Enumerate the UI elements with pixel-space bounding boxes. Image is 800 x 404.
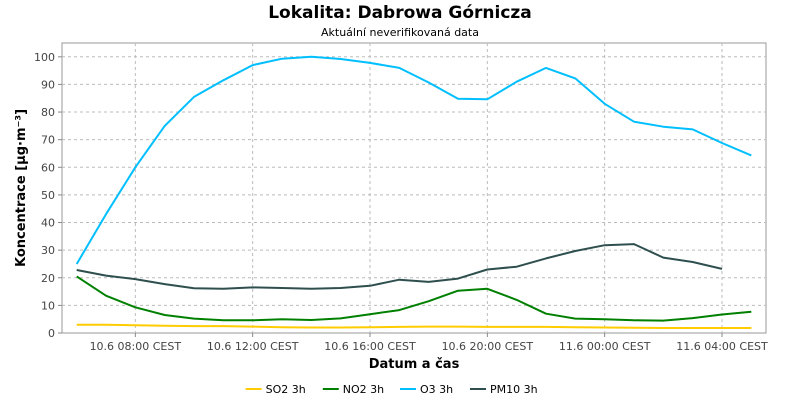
y-tick-label: 80 — [41, 106, 55, 119]
y-tick-label: 90 — [41, 78, 55, 91]
x-tick-label: 10.6 20:00 CEST — [442, 340, 534, 353]
y-tick-label: 10 — [41, 299, 55, 312]
legend-item-no2: NO2 3h — [322, 383, 384, 396]
series-line-so2 — [76, 323, 752, 329]
legend-label: NO2 3h — [343, 383, 384, 396]
y-tick-label: 70 — [41, 134, 55, 147]
y-tick-label: 100 — [34, 51, 55, 64]
x-tick-label: 11.6 00:00 CEST — [559, 340, 651, 353]
legend-item-o3: O3 3h — [400, 383, 453, 396]
series-lines — [75, 55, 752, 329]
chart-subtitle: Aktuální neverifikovaná data — [321, 26, 479, 39]
series-line-pm10 — [76, 243, 723, 290]
x-tick-label: 10.6 08:00 CEST — [90, 340, 182, 353]
series-line-o3 — [75, 55, 752, 265]
plot-area — [61, 42, 767, 334]
x-tick-label: 10.6 12:00 CEST — [207, 340, 299, 353]
chart-title: Lokalita: Dabrowa Górnicza — [268, 3, 532, 23]
legend-label: O3 3h — [420, 383, 453, 396]
legend-item-pm10: PM10 3h — [470, 383, 538, 396]
y-axis-ticks: 0 10 20 30 40 50 60 70 80 90 100 — [34, 51, 62, 340]
y-tick-label: 50 — [41, 189, 55, 202]
legend: SO2 3h NO2 3h O3 3h PM10 3h — [245, 383, 538, 396]
x-tick-label: 11.6 04:00 CEST — [676, 340, 768, 353]
legend-label: SO2 3h — [266, 383, 306, 396]
legend-label: PM10 3h — [490, 383, 538, 396]
legend-item-so2: SO2 3h — [245, 383, 306, 396]
series-line-no2 — [76, 275, 752, 322]
x-gridlines — [134, 43, 723, 333]
y-tick-label: 40 — [41, 217, 55, 230]
y-tick-label: 30 — [41, 244, 55, 257]
y-tick-label: 20 — [41, 272, 55, 285]
y-tick-label: 60 — [41, 161, 55, 174]
x-axis-ticks: 10.6 08:00 CEST 10.6 12:00 CEST 10.6 16:00… — [90, 333, 768, 353]
y-axis-label: Koncentrace [µg·m⁻³] — [14, 109, 29, 267]
y-tick-label: 0 — [48, 327, 55, 340]
x-axis-label: Datum a čas — [369, 357, 460, 372]
x-tick-label: 10.6 16:00 CEST — [324, 340, 416, 353]
